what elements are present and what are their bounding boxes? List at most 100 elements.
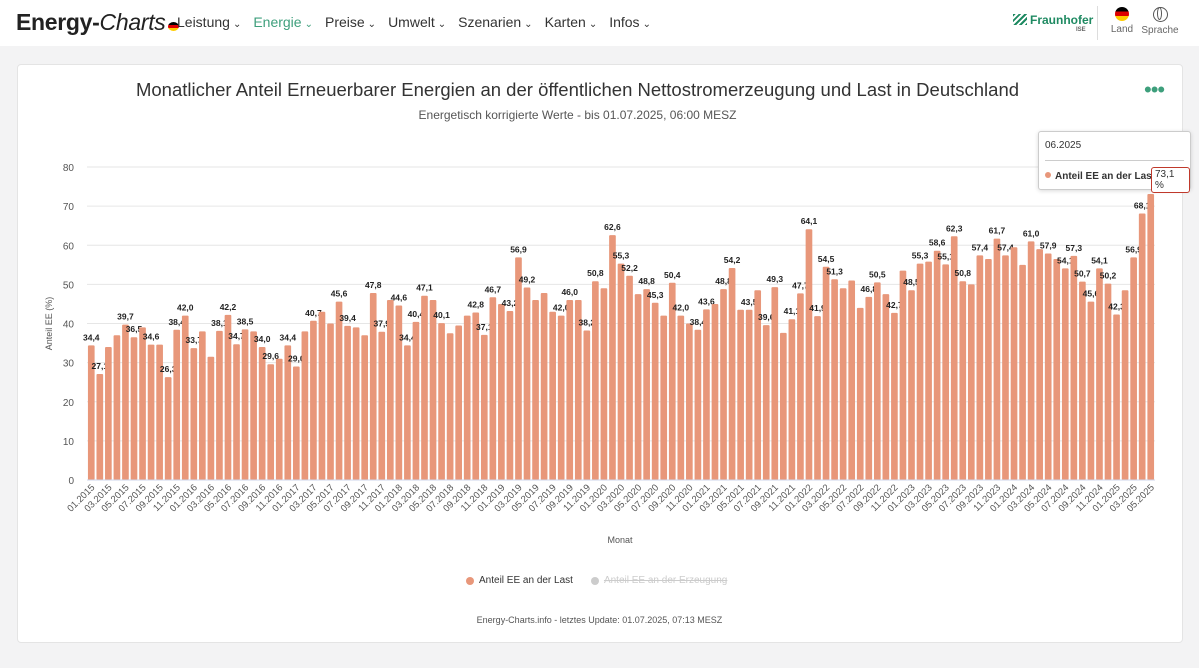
data-label: 29,6 xyxy=(262,351,279,361)
data-bar xyxy=(1027,241,1035,480)
nav-energie-label: Energie xyxy=(253,14,302,30)
energy-charts-logo[interactable]: Energy-Charts xyxy=(16,9,179,36)
data-bar xyxy=(703,309,710,480)
data-bar xyxy=(395,305,403,480)
data-label: 37,1 xyxy=(476,322,493,332)
data-label: 47,8 xyxy=(365,280,382,290)
data-label: 61,0 xyxy=(1023,228,1040,238)
land-label: Land xyxy=(1110,24,1134,35)
data-bar xyxy=(677,315,685,480)
data-label: 54,5 xyxy=(818,254,835,264)
data-bar xyxy=(574,300,582,480)
fraunhofer-ise-label: ISE xyxy=(1076,27,1086,33)
data-label: 42,7 xyxy=(886,300,903,310)
data-bar xyxy=(105,346,112,480)
nav-szenarien-label: Szenarien xyxy=(458,14,522,30)
data-label: 50,5 xyxy=(869,269,886,279)
data-label: 57,9 xyxy=(1040,240,1057,250)
data-bar xyxy=(925,261,932,480)
data-bar xyxy=(369,292,377,480)
data-label: 34,4 xyxy=(280,332,297,342)
data-bar xyxy=(284,345,292,480)
data-bar xyxy=(1044,253,1052,480)
data-label: 45,3 xyxy=(647,290,664,300)
data-bar xyxy=(557,315,565,480)
nav-umwelt[interactable]: Umwelt ⌄ xyxy=(388,14,446,30)
data-label: 54,1 xyxy=(1057,255,1074,265)
land-selector[interactable]: Land xyxy=(1108,6,1136,35)
data-bar xyxy=(1010,247,1018,480)
data-bar xyxy=(1002,255,1009,480)
data-label: 49,2 xyxy=(519,275,536,285)
data-label: 47,7 xyxy=(792,280,809,290)
data-label: 43,5 xyxy=(741,297,758,307)
data-bar xyxy=(506,310,514,480)
chevron-down-icon: ⌄ xyxy=(642,19,651,30)
y-axis-label: Anteil EE (%) xyxy=(44,297,54,351)
data-label: 29,0 xyxy=(288,354,305,364)
data-label: 42,0 xyxy=(673,303,690,313)
data-bar xyxy=(771,287,779,480)
logo-text-bold: Energy- xyxy=(16,9,100,35)
data-label: 62,3 xyxy=(946,223,963,233)
data-label: 46,8 xyxy=(861,284,878,294)
data-bar xyxy=(352,327,360,480)
data-bar xyxy=(190,348,198,480)
legend-label-last: Anteil EE an der Last xyxy=(479,575,573,586)
nav-energie[interactable]: Energie ⌄ xyxy=(253,14,313,30)
data-bar xyxy=(617,263,625,480)
main-menu: Leistung ⌄ Energie ⌄ Preise ⌄ Umwelt ⌄ Szena… xyxy=(177,14,651,30)
data-label: 48,8 xyxy=(638,276,655,286)
data-bar xyxy=(1104,283,1112,480)
nav-szenarien[interactable]: Szenarien ⌄ xyxy=(458,14,532,30)
language-selector[interactable]: Sprache xyxy=(1140,6,1180,36)
tooltip-value: 73,1 % xyxy=(1151,167,1190,193)
data-label: 43,6 xyxy=(698,296,715,306)
data-label: 34,4 xyxy=(399,332,416,342)
tooltip-series: Anteil EE an der Last xyxy=(1045,171,1155,182)
chevron-down-icon: ⌄ xyxy=(367,19,377,30)
data-bar xyxy=(292,366,300,480)
nav-karten[interactable]: Karten ⌄ xyxy=(545,14,598,30)
data-bar xyxy=(993,238,1001,480)
data-label: 48,5 xyxy=(903,277,920,287)
chart-footer: Energy-Charts.info - letztes Update: 01.… xyxy=(476,615,723,625)
legend-swatch-erzeugung xyxy=(590,576,599,585)
data-bar xyxy=(421,295,428,480)
data-label: 56,9 xyxy=(510,244,527,254)
chevron-down-icon: ⌄ xyxy=(304,19,313,30)
chart-menu-icon[interactable]: ••• xyxy=(1144,77,1165,102)
legend-item-erzeugung[interactable]: Anteil EE an der Erzeugung xyxy=(590,575,727,586)
data-bar xyxy=(720,289,727,480)
data-bar xyxy=(985,258,992,480)
data-bar xyxy=(788,319,796,480)
logo-text-italic: Charts xyxy=(99,9,166,35)
tooltip-series-name: Anteil EE an der Last xyxy=(1055,171,1156,182)
data-bar xyxy=(933,250,941,480)
nav-leistung[interactable]: Leistung ⌄ xyxy=(177,14,241,30)
nav-umwelt-label: Umwelt xyxy=(388,14,435,30)
data-bar xyxy=(583,330,591,480)
legend-item-last[interactable]: Anteil EE an der Last xyxy=(466,575,573,586)
fraunhofer-logo[interactable]: Fraunhofer ISE xyxy=(1013,13,1093,33)
data-label: 42,3 xyxy=(1108,302,1125,312)
chevron-down-icon: ⌄ xyxy=(437,19,447,30)
data-bar xyxy=(950,236,958,480)
nav-infos[interactable]: Infos ⌄ xyxy=(609,14,651,30)
globe-icon xyxy=(1152,7,1168,22)
data-bar xyxy=(250,331,257,480)
data-label: 49,3 xyxy=(767,274,784,284)
data-bar xyxy=(378,331,386,480)
data-bar xyxy=(173,329,181,480)
y-tick-label: 40 xyxy=(63,320,75,331)
x-axis-label: Monat xyxy=(607,535,633,545)
data-bar xyxy=(651,302,659,480)
data-label: 39,6 xyxy=(758,312,775,322)
data-label: 39,4 xyxy=(339,313,356,323)
chevron-down-icon: ⌄ xyxy=(232,19,242,30)
data-bar xyxy=(686,323,693,480)
nav-preise[interactable]: Preise ⌄ xyxy=(325,14,376,30)
y-tick-label: 30 xyxy=(63,359,75,370)
data-label: 42,0 xyxy=(177,303,194,313)
data-bar xyxy=(737,309,744,480)
